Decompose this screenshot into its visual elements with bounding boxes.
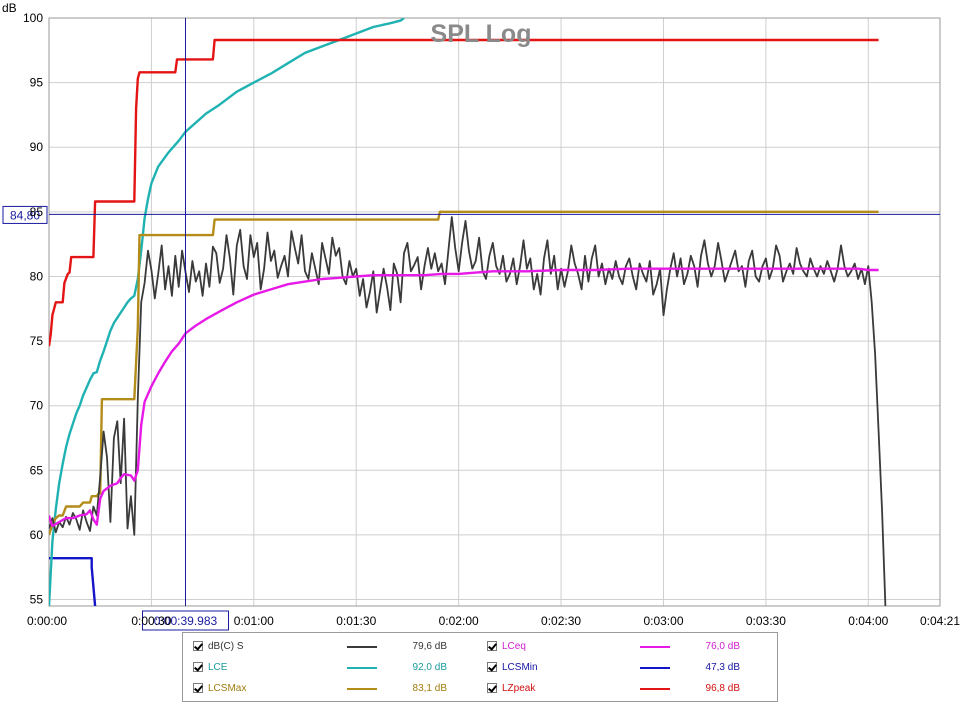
series-visibility-checkbox[interactable]: [487, 641, 497, 651]
series-visibility-checkbox[interactable]: [487, 683, 497, 693]
legend-value: 76,0 dB: [705, 641, 740, 652]
y-tick-label: 70: [30, 399, 44, 413]
grid: [49, 18, 940, 606]
x-tick-label: 0:01:30: [336, 614, 376, 628]
y-tick-label: 85: [30, 205, 44, 219]
cursor-time-readout: 0:00:39.983: [141, 610, 229, 631]
legend-swatch: [347, 667, 377, 669]
x-tick-label: 0:02:30: [541, 614, 581, 628]
x-tick-label: 0:02:00: [439, 614, 479, 628]
series-visibility-checkbox[interactable]: [193, 662, 203, 672]
x-tick-label: 0:04:21: [920, 614, 960, 628]
series-line-lceq: [49, 267, 879, 528]
series-visibility-checkbox[interactable]: [193, 641, 203, 651]
x-tick-label: 0:01:00: [234, 614, 274, 628]
legend-value: 79,6 dB: [412, 641, 447, 652]
legend-label: LCSMax: [208, 683, 247, 694]
tick-labels: 100 95 90 85 80 75 70 65 60 55 0:00:00 0:00:30 0:01:…: [23, 11, 960, 628]
x-tick-label: 0:03:30: [746, 614, 786, 628]
series-line-lcsmin: [49, 557, 97, 606]
legend: dB(C) S 79,6 dB LCeq 76,0 dB LCE 92,0 dB LCSMi…: [182, 632, 778, 702]
legend-label: LCeq: [502, 641, 526, 652]
plot-frame: [48, 17, 941, 607]
legend-value: 96,8 dB: [705, 683, 740, 694]
legend-item: LCSMin 47,3 dB: [183, 658, 777, 678]
x-tick-label: 0:00:30: [131, 614, 171, 628]
y-tick-label: 55: [30, 593, 44, 607]
legend-label: LCSMin: [502, 662, 538, 673]
legend-label: LCE: [208, 662, 228, 673]
cursor-time-text: 0:00:39.983: [154, 614, 218, 628]
y-tick-label: 80: [30, 269, 44, 283]
legend-swatch: [640, 646, 670, 648]
legend-item: LCeq 76,0 dB: [183, 637, 777, 657]
series-line-lcsmax: [49, 210, 879, 536]
x-tick-label: 0:00:00: [27, 614, 67, 628]
x-tick-label: 0:04:00: [848, 614, 888, 628]
series-line-lce: [49, 18, 405, 606]
y-tick-label: 60: [30, 528, 44, 542]
y-tick-label: 100: [23, 11, 43, 25]
series-layer: [49, 18, 887, 606]
cursor-level-text: 84,80: [10, 208, 40, 222]
legend-label: dB(C) S: [208, 641, 244, 652]
legend-item: LCE 92,0 dB: [183, 658, 777, 678]
series-visibility-checkbox[interactable]: [487, 662, 497, 672]
y-unit-label: dB: [2, 1, 17, 15]
y-tick-label: 75: [30, 334, 44, 348]
legend-swatch: [347, 688, 377, 690]
legend-swatch: [640, 688, 670, 690]
legend-value: 83,1 dB: [412, 683, 447, 694]
chart-title: SPL Log: [431, 20, 532, 48]
legend-value: 47,3 dB: [705, 662, 740, 673]
legend-label: LZpeak: [502, 683, 536, 694]
x-tick-label: 0:03:00: [643, 614, 683, 628]
series-line-db-c-s: [49, 216, 887, 606]
y-tick-label: 95: [30, 76, 44, 90]
legend-swatch: [347, 646, 377, 648]
cursor-level-readout: 84,80: [2, 205, 48, 224]
spl-log-chart[interactable]: 84,80 0:00:39.983 100 95 90 85 80 75 70 65 60 55 0:…: [0, 0, 963, 632]
legend-item: dB(C) S 79,6 dB: [183, 637, 777, 657]
legend-item: LCSMax 83,1 dB: [183, 679, 777, 699]
cursor[interactable]: 84,80 0:00:39.983: [2, 18, 940, 631]
legend-item: LZpeak 96,8 dB: [183, 679, 777, 699]
series-line-lzpeak: [49, 38, 879, 347]
y-tick-label: 90: [30, 140, 44, 154]
y-tick-label: 65: [30, 463, 44, 477]
legend-value: 92,0 dB: [412, 662, 447, 673]
series-visibility-checkbox[interactable]: [193, 683, 203, 693]
legend-swatch: [640, 667, 670, 669]
